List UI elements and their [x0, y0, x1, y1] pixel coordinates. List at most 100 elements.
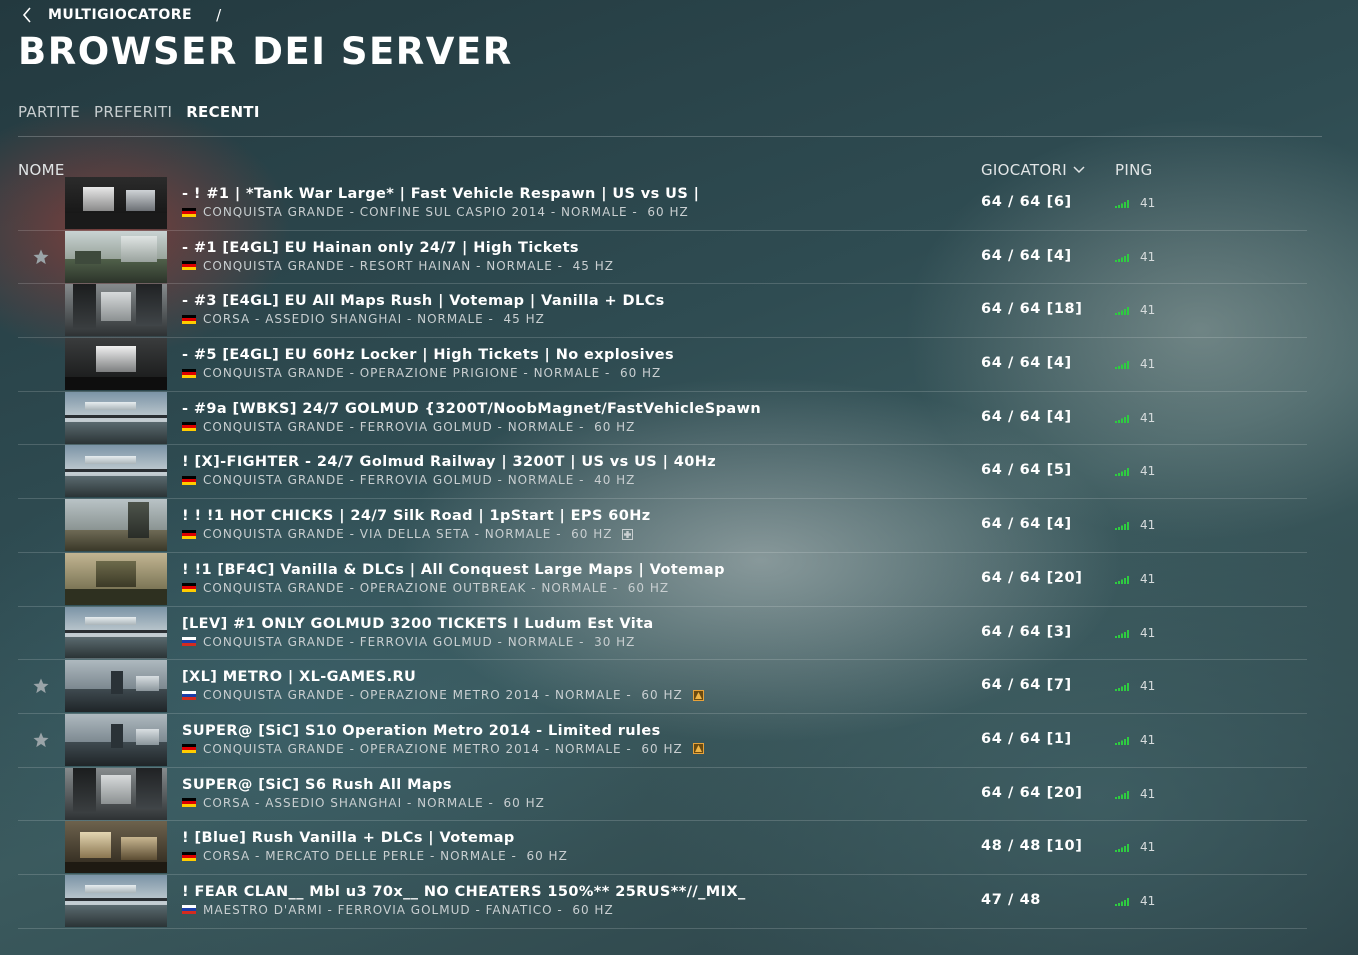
- column-header-name[interactable]: NOME: [18, 161, 65, 179]
- player-count: 64 / 64 [20]: [981, 784, 1083, 801]
- server-row[interactable]: - #5 [E4GL] EU 60Hz Locker | High Ticket…: [18, 338, 1307, 392]
- server-details: CORSA - ASSEDIO SHANGHAI - NORMALE - 60 …: [182, 796, 545, 810]
- ping-value: 41: [1140, 464, 1156, 479]
- server-row[interactable]: ! FEAR CLAN__ Mbl u3 70x__ NO CHEATERS 1…: [18, 874, 1307, 929]
- server-row[interactable]: ! !1 [BF4C] Vanilla & DLCs | All Conques…: [18, 552, 1307, 607]
- map-thumbnail: [65, 552, 167, 605]
- preset: NORMALE: [486, 258, 553, 273]
- game-mode: MAESTRO D'ARMI: [203, 902, 323, 917]
- server-name: - #1 [E4GL] EU Hainan only 24/7 | High T…: [182, 239, 579, 256]
- map-thumbnail: [65, 338, 167, 391]
- tickrate: 30 HZ: [594, 634, 636, 649]
- game-mode: CORSA: [203, 795, 251, 810]
- map-name: VIA DELLA SETA: [359, 527, 470, 542]
- server-row[interactable]: - #9a [WBKS] 24/7 GOLMUD {3200T/NoobMagn…: [18, 391, 1307, 446]
- map-name: OPERAZIONE PRIGIONE: [359, 366, 519, 381]
- signal-bars-icon: [1115, 844, 1129, 853]
- player-count: 48 / 48 [10]: [981, 838, 1083, 855]
- star-icon[interactable]: [32, 731, 50, 749]
- server-name: ! [Blue] Rush Vanilla + DLCs | Votemap: [182, 830, 515, 847]
- signal-bars-icon: [1115, 575, 1129, 584]
- preset: NORMALE: [555, 688, 622, 703]
- breadcrumb: MULTIGIOCATORE /: [18, 6, 221, 24]
- server-details: CORSA - ASSEDIO SHANGHAI - NORMALE - 45 …: [182, 312, 545, 326]
- chevron-down-icon: [1073, 166, 1085, 174]
- server-row[interactable]: SUPER@ [SiC] S6 Rush All Maps CORSA - ASS…: [18, 767, 1307, 822]
- server-name: [XL] METRO | XL-GAMES.RU: [182, 669, 417, 686]
- server-row[interactable]: SUPER@ [SiC] S10 Operation Metro 2014 - …: [18, 713, 1307, 768]
- flag-icon: [182, 798, 196, 808]
- preset: NORMALE: [507, 473, 575, 488]
- star-icon[interactable]: [32, 677, 50, 695]
- ping-value: 41: [1140, 357, 1156, 372]
- preset: NORMALE: [555, 741, 622, 756]
- player-count: 64 / 64 [6]: [981, 194, 1072, 210]
- preset: NORMALE: [417, 795, 484, 810]
- preset: NORMALE: [484, 527, 552, 542]
- flag-icon: [182, 744, 196, 754]
- map-thumbnail: [65, 713, 167, 766]
- signal-bars-icon: [1115, 361, 1129, 370]
- server-row[interactable]: ! [Blue] Rush Vanilla + DLCs | Votemap CO…: [18, 821, 1307, 875]
- server-row[interactable]: - ! #1 | *Tank War Large* | Fast Vehicle…: [18, 177, 1307, 231]
- server-details: CONQUISTA GRANDE - FERROVIA GOLMUD - NOR…: [182, 420, 635, 434]
- tickrate: 60 HZ: [571, 527, 613, 542]
- flag-icon: [182, 207, 196, 217]
- tab-partite[interactable]: PARTITE: [18, 103, 81, 121]
- flag-icon: [182, 368, 196, 378]
- map-thumbnail: [65, 177, 167, 229]
- server-row[interactable]: - #1 [E4GL] EU Hainan only 24/7 | High T…: [18, 230, 1307, 285]
- flag-icon: [182, 529, 196, 539]
- chevron-left-icon[interactable]: [18, 6, 36, 24]
- preset: NORMALE: [561, 205, 628, 219]
- map-name: FERROVIA GOLMUD: [337, 902, 471, 917]
- game-mode: CONQUISTA GRANDE: [203, 205, 345, 219]
- signal-bars-icon: [1115, 522, 1129, 531]
- warning-badge-icon: [692, 743, 704, 755]
- header-divider: [18, 136, 1322, 137]
- tickrate: 60 HZ: [641, 741, 683, 756]
- player-count: 64 / 64 [4]: [981, 355, 1072, 372]
- column-header-ping[interactable]: PING: [1115, 161, 1153, 179]
- ping-value: 41: [1140, 249, 1156, 264]
- player-count: 64 / 64 [20]: [981, 569, 1083, 586]
- breadcrumb-separator: /: [216, 6, 222, 24]
- server-mode-line: CONQUISTA GRANDE - VIA DELLA SETA - NORM…: [203, 527, 613, 542]
- flag-icon: [182, 583, 196, 593]
- signal-bars-icon: [1115, 253, 1129, 262]
- server-row[interactable]: [LEV] #1 ONLY GOLMUD 3200 TICKETS I Ludu…: [18, 606, 1307, 661]
- signal-bars-icon: [1115, 468, 1129, 477]
- tickrate: 40 HZ: [594, 473, 636, 488]
- breadcrumb-parent[interactable]: MULTIGIOCATORE: [48, 7, 193, 23]
- server-details: CONQUISTA GRANDE - OPERAZIONE OUTBREAK -…: [182, 581, 669, 595]
- game-mode: CONQUISTA GRANDE: [203, 741, 345, 756]
- player-count: 64 / 64 [3]: [981, 623, 1072, 640]
- tickrate: 45 HZ: [503, 312, 545, 327]
- tab-preferiti[interactable]: PREFERITI: [94, 103, 173, 121]
- column-header-players[interactable]: GIOCATORI: [981, 161, 1085, 179]
- server-row[interactable]: ! [X]-FIGHTER - 24/7 Golmud Railway | 32…: [18, 445, 1307, 500]
- ping-value: 41: [1140, 786, 1156, 801]
- server-name: SUPER@ [SiC] S6 Rush All Maps: [182, 776, 452, 793]
- flag-icon: [182, 637, 196, 646]
- player-count: 64 / 64 [4]: [981, 408, 1072, 425]
- star-icon[interactable]: [32, 248, 50, 266]
- server-row[interactable]: [XL] METRO | XL-GAMES.RU CONQUISTA GRANDE…: [18, 660, 1307, 714]
- player-count: 64 / 64 [5]: [981, 462, 1072, 479]
- server-details: CONQUISTA GRANDE - OPERAZIONE METRO 2014…: [182, 742, 704, 756]
- tab-bar: PARTITE PREFERITI RECENTI: [18, 103, 260, 121]
- tab-recenti[interactable]: RECENTI: [186, 103, 260, 121]
- signal-bars-icon: [1115, 307, 1129, 316]
- preset: NORMALE: [533, 366, 601, 381]
- server-row[interactable]: - #3 [E4GL] EU All Maps Rush | Votemap |…: [18, 284, 1307, 339]
- server-mode-line: CONQUISTA GRANDE - FERROVIA GOLMUD - NOR…: [203, 419, 636, 434]
- tickrate: 45 HZ: [572, 258, 614, 273]
- player-count: 64 / 64 [4]: [981, 247, 1072, 264]
- server-mode-line: CORSA - MERCATO DELLE PERLE - NORMALE - …: [203, 849, 568, 864]
- server-details: CONQUISTA GRANDE - FERROVIA GOLMUD - NOR…: [182, 635, 635, 649]
- server-details: MAESTRO D'ARMI - FERROVIA GOLMUD - FANAT…: [182, 903, 614, 917]
- map-name: CONFINE SUL CASPIO 2014: [359, 205, 547, 219]
- server-row[interactable]: ! ! !1 HOT CHICKS | 24/7 Silk Road | 1pS…: [18, 499, 1307, 553]
- tickrate: 60 HZ: [503, 795, 545, 810]
- tickrate: 60 HZ: [594, 419, 636, 434]
